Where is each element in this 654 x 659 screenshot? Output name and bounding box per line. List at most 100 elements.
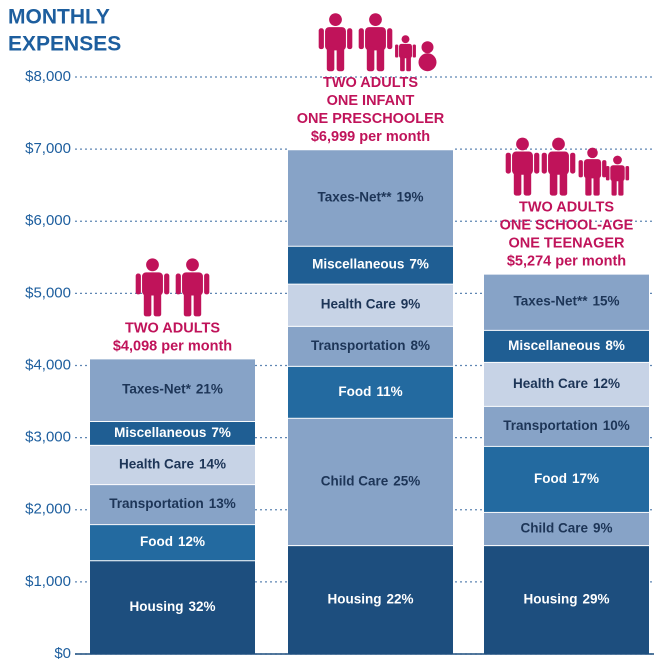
icon-head [587, 147, 598, 159]
bar-segment [288, 365, 453, 418]
segment-label: Health Care 9% [321, 296, 421, 311]
family-label: TWO ADULTS [519, 199, 614, 215]
person-icon [578, 147, 607, 196]
segment-label: Transportation 13% [109, 496, 236, 511]
icon-leg [366, 46, 375, 72]
icon-arm [412, 44, 416, 58]
segment-name: Food [140, 534, 173, 549]
segment-share: 12% [178, 534, 205, 549]
segment-label: Transportation 8% [311, 337, 430, 352]
icon-arm [570, 152, 576, 174]
segment-label: Food 17% [534, 470, 599, 485]
segment-label: Taxes-Net** 19% [317, 189, 423, 204]
segment-share: 22% [386, 591, 413, 606]
icon-arm [541, 152, 547, 174]
segment-name: Taxes-Net** [317, 189, 392, 204]
segment-name: Housing [129, 599, 183, 614]
bar-segment [90, 358, 255, 422]
bar-segment [288, 417, 453, 546]
person-icon [175, 258, 210, 317]
total-label: $6,999 per month [311, 129, 430, 145]
segment-label: Housing 32% [129, 599, 215, 614]
icon-torso [325, 27, 346, 51]
icon-leg [549, 171, 558, 196]
segment-name: Taxes-Net* [122, 381, 192, 396]
segment-label: Taxes-Net* 21% [122, 381, 223, 396]
icon-leg [611, 178, 617, 196]
y-tick-label: $2,000 [25, 501, 71, 518]
bar-segment [90, 560, 255, 654]
bar-segment [90, 484, 255, 525]
bar-segment [288, 245, 453, 284]
icon-leg [513, 171, 522, 196]
segment-share: 14% [199, 456, 226, 471]
icon-torso [365, 27, 386, 51]
icon-leg [183, 292, 192, 317]
icon-head [552, 137, 565, 151]
icon-arm [602, 160, 607, 178]
icon-leg [593, 175, 600, 196]
icon-leg [559, 171, 568, 196]
icon-head [401, 35, 410, 44]
y-tick-label: $3,000 [25, 429, 71, 446]
chart-title: EXPENSES [8, 33, 121, 56]
icon-torso [142, 272, 163, 296]
icon-torso [583, 159, 602, 179]
segment-name: Transportation [109, 496, 204, 511]
segment-name: Food [338, 383, 371, 398]
y-tick-label: $6,000 [25, 212, 71, 229]
segment-name: Transportation [503, 417, 598, 432]
icon-arm [578, 160, 583, 178]
icon-torso [399, 43, 412, 59]
icon-torso [512, 151, 533, 175]
icon-arm [534, 152, 540, 174]
bar-segment [484, 273, 649, 330]
family-label: ONE INFANT [327, 93, 415, 109]
segment-label: Miscellaneous 8% [508, 337, 625, 352]
y-tick-label: $7,000 [25, 140, 71, 157]
segment-label: Health Care 14% [119, 456, 226, 471]
icon-leg [400, 56, 405, 72]
icon-leg [406, 56, 411, 72]
icon-leg [143, 292, 152, 317]
family-label: TWO ADULTS [125, 320, 220, 336]
segment-label: Child Care 9% [520, 520, 612, 535]
segment-label: Taxes-Net** 15% [513, 293, 619, 308]
family-label: ONE PRESCHOOLER [297, 111, 445, 127]
segment-name: Miscellaneous [312, 256, 404, 271]
person-icon [358, 13, 393, 72]
icon-arm [387, 28, 393, 50]
icon-arm [395, 44, 399, 58]
icon-head [369, 13, 382, 26]
segment-share: 7% [409, 256, 429, 271]
segment-share: 9% [593, 520, 613, 535]
icon-arm [135, 273, 141, 295]
person-icon [605, 155, 630, 196]
segment-label: Housing 22% [327, 591, 413, 606]
bar-segment [484, 361, 649, 406]
icon-leg [618, 178, 624, 196]
icon-head [186, 258, 199, 272]
y-tick-label: $0 [54, 645, 71, 659]
y-tick-label: $1,000 [25, 573, 71, 590]
segment-name: Child Care [520, 520, 588, 535]
segment-share: 8% [411, 337, 431, 352]
segment-share: 11% [376, 383, 402, 398]
segment-name: Health Care [321, 296, 397, 311]
icon-arm [164, 273, 170, 295]
person-icon [318, 13, 353, 72]
bar-segment [484, 329, 649, 362]
chart-title: MONTHLY [8, 6, 110, 29]
segment-label: Food 12% [140, 534, 205, 549]
bar-segment [484, 445, 649, 512]
segment-share: 8% [605, 337, 625, 352]
segment-label: Food 11% [338, 383, 402, 398]
y-tick-label: $4,000 [25, 356, 71, 373]
bar-segment [288, 545, 453, 654]
infant-icon [418, 41, 437, 72]
icon-head [146, 258, 159, 272]
bar-segment [484, 545, 649, 654]
icon-arm [204, 273, 210, 295]
segment-share: 19% [397, 189, 424, 204]
